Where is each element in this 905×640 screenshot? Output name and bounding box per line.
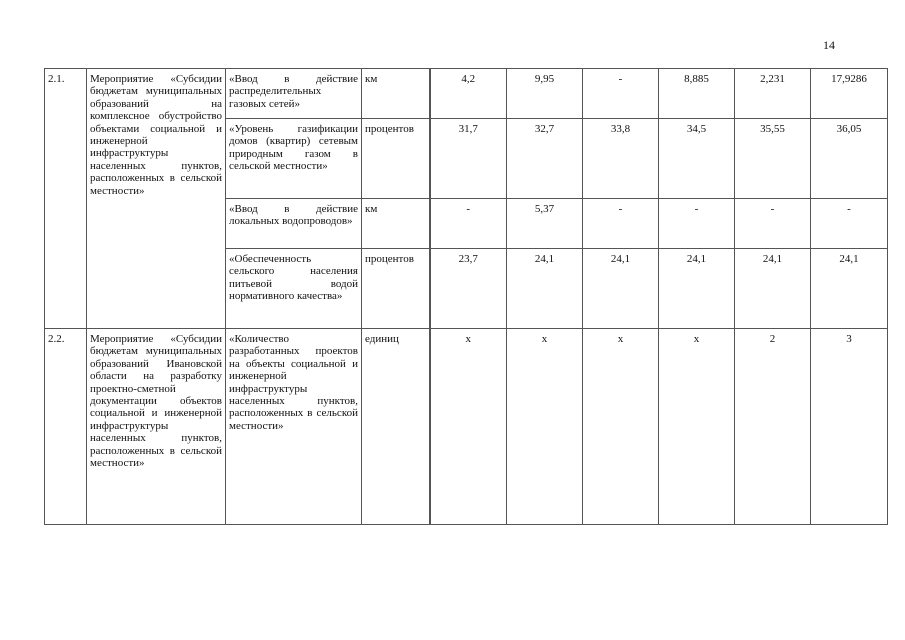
unit-cell: км xyxy=(361,68,431,119)
value-cell: 33,8 xyxy=(582,118,659,199)
indicator-name-cell: «Ввод в действие распределительных газов… xyxy=(225,68,362,119)
indicators-table: 2.1. Мероприятие «Субсидии бюджетам муниц… xyxy=(44,68,888,525)
unit-cell: единиц xyxy=(361,328,431,525)
value-cell: 2 xyxy=(734,328,811,525)
table-row: «Уровень газификации домов (квартир) сет… xyxy=(45,118,888,199)
value-cell: 35,55 xyxy=(734,118,811,199)
table-row: 2.1. Мероприятие «Субсидии бюджетам муниц… xyxy=(44,68,888,329)
value-cell: x xyxy=(429,328,507,525)
value-cell: 24,1 xyxy=(658,248,735,329)
value-cell: 32,7 xyxy=(506,118,583,199)
unit-cell: процентов xyxy=(361,118,431,199)
indicator-name-cell: «Количество разработанных проектов на об… xyxy=(225,328,362,525)
table-row: 2.2. Мероприятие «Субсидии бюджетам муниц… xyxy=(44,328,888,525)
value-cell: - xyxy=(582,68,659,119)
value-cell: 36,05 xyxy=(810,118,888,199)
value-cell: 5,37 xyxy=(506,198,583,249)
value-cell: 31,7 xyxy=(429,118,507,199)
value-cell: x xyxy=(506,328,583,525)
row-number-cell: 2.1. xyxy=(44,68,87,329)
measure-cell: Мероприятие «Субсидии бюджетам муниципал… xyxy=(86,328,226,525)
page-number: 14 xyxy=(823,38,835,52)
value-cell: 9,95 xyxy=(506,68,583,119)
value-cell: 2,231 xyxy=(734,68,811,119)
value-cell: - xyxy=(658,198,735,249)
value-cell: x xyxy=(582,328,659,525)
value-cell: 34,5 xyxy=(658,118,735,199)
measure-cell: Мероприятие «Субсидии бюджетам муниципал… xyxy=(86,68,226,329)
value-cell: 17,9286 xyxy=(810,68,888,119)
indicator-name-cell: «Обеспеченность сельского населения пить… xyxy=(225,248,362,329)
value-cell: 4,2 xyxy=(429,68,507,119)
table-row: «Ввод в действие локальных водопроводов»… xyxy=(45,198,888,249)
value-cell: - xyxy=(582,198,659,249)
value-cell: - xyxy=(734,198,811,249)
value-cell: 24,1 xyxy=(810,248,888,329)
value-cell: - xyxy=(810,198,888,249)
value-cell: 24,1 xyxy=(506,248,583,329)
value-cell: x xyxy=(658,328,735,525)
value-cell: 23,7 xyxy=(429,248,507,329)
indicator-name-cell: «Ввод в действие локальных водопроводов» xyxy=(225,198,362,249)
value-cell: 24,1 xyxy=(582,248,659,329)
row-number-cell: 2.2. xyxy=(44,328,87,525)
value-cell: - xyxy=(429,198,507,249)
unit-cell: км xyxy=(361,198,431,249)
value-cell: 3 xyxy=(810,328,888,525)
unit-cell: процентов xyxy=(361,248,431,329)
indicator-name-cell: «Уровень газификации домов (квартир) сет… xyxy=(225,118,362,199)
value-cell: 8,885 xyxy=(658,68,735,119)
value-cell: 24,1 xyxy=(734,248,811,329)
